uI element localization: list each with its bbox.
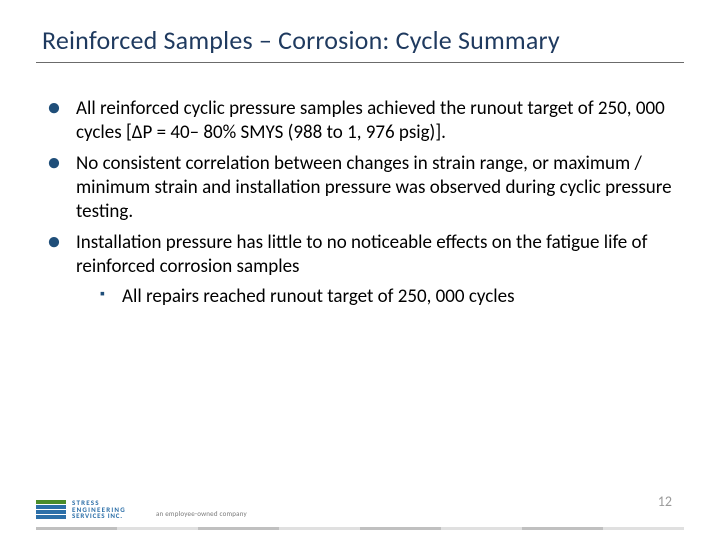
list-item: No consistent correlation between change…: [48, 152, 684, 225]
logo-mark-icon: [36, 500, 66, 520]
slide: Reinforced Samples – Corrosion: Cycle Su…: [0, 0, 720, 540]
footer-rule: [36, 527, 684, 530]
bullet-list: All reinforced cyclic pressure samples a…: [36, 97, 684, 310]
logo-line-3: SERVICES INC.: [72, 513, 126, 520]
page-number: 12: [658, 493, 672, 510]
logo-text: STRESS ENGINEERING SERVICES INC.: [72, 500, 126, 520]
sub-bullet-list: All repairs reached runout target of 250…: [76, 285, 684, 309]
list-item-text: Installation pressure has little to no n…: [76, 231, 647, 278]
list-item: All reinforced cyclic pressure samples a…: [48, 97, 684, 146]
title-rule: [36, 62, 684, 63]
list-item: All repairs reached runout target of 250…: [100, 285, 684, 309]
logo: STRESS ENGINEERING SERVICES INC.: [36, 500, 126, 520]
tagline: an employee-owned company: [156, 509, 247, 518]
footer: STRESS ENGINEERING SERVICES INC. an empl…: [36, 474, 684, 524]
list-item: Installation pressure has little to no n…: [48, 231, 684, 310]
page-title: Reinforced Samples – Corrosion: Cycle Su…: [42, 24, 684, 56]
